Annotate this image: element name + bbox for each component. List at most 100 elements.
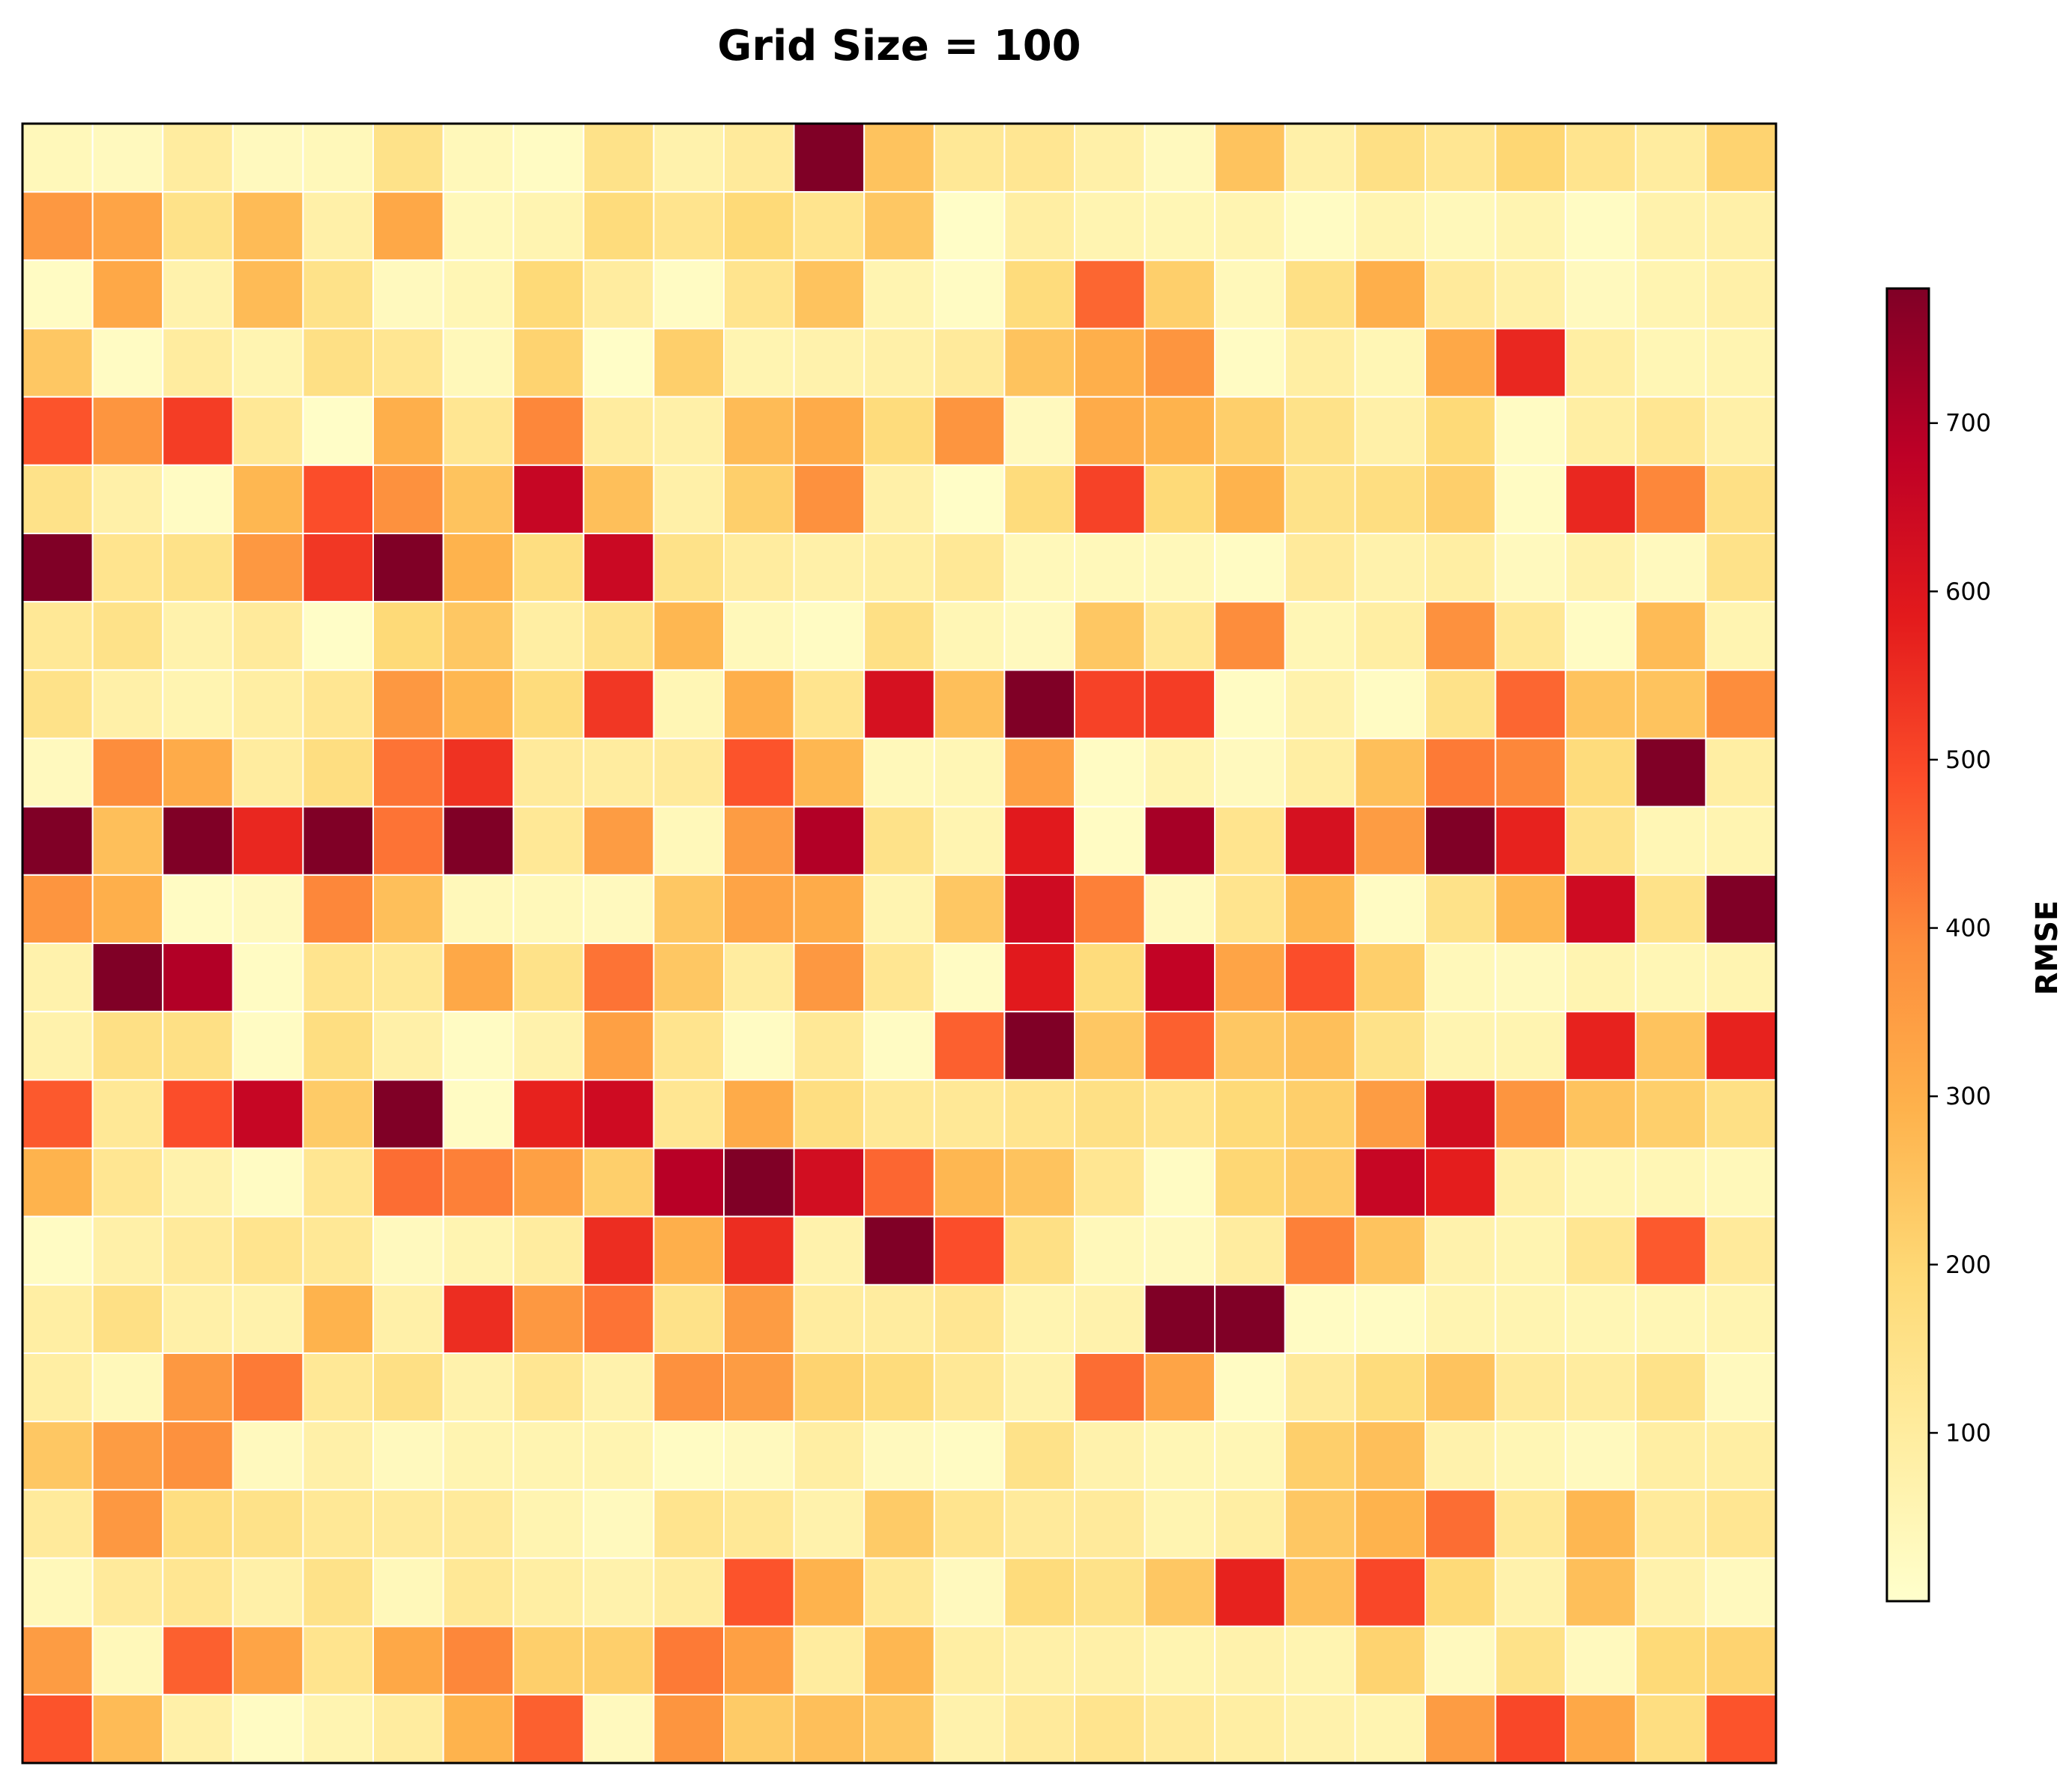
heatmap-cell — [1284, 1215, 1356, 1286]
heatmap-cell — [1144, 943, 1216, 1013]
heatmap-cell — [513, 1557, 585, 1627]
heatmap-cell — [863, 533, 935, 603]
heatmap-cell — [933, 327, 1006, 398]
heatmap-cell — [653, 1079, 725, 1149]
heatmap-cell — [1705, 1489, 1777, 1559]
heatmap-cell — [302, 1147, 374, 1218]
heatmap-cell — [91, 1215, 164, 1286]
heatmap-cell — [162, 1693, 234, 1765]
heatmap-cell — [232, 1283, 304, 1354]
heatmap-cell — [1494, 1489, 1567, 1559]
heatmap-cell — [232, 737, 304, 808]
heatmap-cell — [1354, 327, 1427, 398]
heatmap-cell — [91, 805, 164, 876]
heatmap-cell — [1144, 1625, 1216, 1696]
heatmap-cell — [232, 805, 304, 876]
heatmap-cell — [1565, 1147, 1637, 1218]
heatmap-cell — [1214, 1693, 1286, 1765]
heatmap-cell — [1003, 1693, 1076, 1765]
heatmap-cell — [513, 533, 585, 603]
heatmap-cell — [1494, 327, 1567, 398]
heatmap-cell — [1284, 533, 1356, 603]
heatmap-cell — [1074, 737, 1146, 808]
heatmap-cell — [1074, 1557, 1146, 1627]
heatmap-cell — [232, 464, 304, 535]
heatmap-cell — [302, 259, 374, 330]
heatmap-cell — [1354, 874, 1427, 944]
heatmap-cell — [1494, 1693, 1567, 1765]
heatmap-cell — [1425, 327, 1496, 398]
heatmap-cell — [723, 1693, 795, 1765]
heatmap-cell — [162, 1079, 234, 1149]
heatmap-cell — [1425, 874, 1496, 944]
heatmap-cell — [1214, 464, 1286, 535]
heatmap-cell — [91, 396, 164, 466]
colorbar-tick-label: 200 — [1945, 1251, 1991, 1279]
heatmap-cell — [863, 464, 935, 535]
heatmap-cell — [1565, 191, 1637, 261]
plot-frame — [21, 122, 1777, 1765]
heatmap-cell — [1634, 1693, 1707, 1765]
heatmap-cell — [1074, 396, 1146, 466]
heatmap-cell — [582, 259, 655, 330]
heatmap-cell — [1354, 1011, 1427, 1081]
heatmap-cell — [22, 1625, 94, 1696]
heatmap-cell — [232, 1011, 304, 1081]
heatmap-cell — [302, 601, 374, 671]
heatmap-cell — [302, 1352, 374, 1423]
heatmap-cell — [1565, 1421, 1637, 1491]
heatmap-cell — [162, 737, 234, 808]
heatmap-cell — [863, 1283, 935, 1354]
heatmap-cell — [372, 123, 444, 193]
heatmap-cell — [162, 191, 234, 261]
heatmap-cell — [1074, 259, 1146, 330]
heatmap-cell — [933, 1011, 1006, 1081]
heatmap-cell — [653, 874, 725, 944]
heatmap-cell — [582, 1079, 655, 1149]
heatmap-cell — [1144, 533, 1216, 603]
heatmap-cell — [1144, 1421, 1216, 1491]
heatmap-cell — [933, 601, 1006, 671]
heatmap-cell — [1425, 1215, 1496, 1286]
heatmap-cell — [793, 1557, 866, 1627]
heatmap-cell — [232, 1421, 304, 1491]
heatmap-cell — [372, 1079, 444, 1149]
heatmap-cell — [1494, 1079, 1567, 1149]
heatmap-cell — [1634, 601, 1707, 671]
heatmap-cell — [1003, 327, 1076, 398]
heatmap-cell — [933, 1079, 1006, 1149]
heatmap-cell — [1214, 943, 1286, 1013]
heatmap-cell — [582, 123, 655, 193]
heatmap-cell — [863, 1215, 935, 1286]
heatmap-cell — [513, 1079, 585, 1149]
heatmap-cell — [162, 396, 234, 466]
heatmap-cell — [302, 669, 374, 740]
heatmap-cell — [933, 1421, 1006, 1491]
heatmap-cell — [162, 1147, 234, 1218]
heatmap-cell — [372, 737, 444, 808]
heatmap-cell — [91, 1011, 164, 1081]
heatmap-cell — [1705, 601, 1777, 671]
heatmap-cell — [1214, 533, 1286, 603]
heatmap-cell — [1284, 1079, 1356, 1149]
heatmap-cell — [372, 191, 444, 261]
heatmap-cell — [1705, 1557, 1777, 1627]
heatmap-cell — [372, 1693, 444, 1765]
heatmap-cell — [1354, 669, 1427, 740]
heatmap-cell — [793, 601, 866, 671]
heatmap-cell — [1074, 874, 1146, 944]
heatmap-cell — [1284, 737, 1356, 808]
heatmap-cell — [793, 805, 866, 876]
heatmap-cell — [442, 464, 515, 535]
heatmap-cell — [1565, 1011, 1637, 1081]
heatmap-cell — [1705, 191, 1777, 261]
heatmap-cell — [1705, 1693, 1777, 1765]
heatmap-cell — [1634, 737, 1707, 808]
colorbar-gradient — [1885, 287, 1930, 1603]
heatmap-cell — [1214, 396, 1286, 466]
heatmap-cell — [653, 737, 725, 808]
heatmap-cell — [162, 1011, 234, 1081]
heatmap-cell — [1354, 1215, 1427, 1286]
heatmap-cell — [793, 943, 866, 1013]
heatmap-cell — [1705, 1011, 1777, 1081]
